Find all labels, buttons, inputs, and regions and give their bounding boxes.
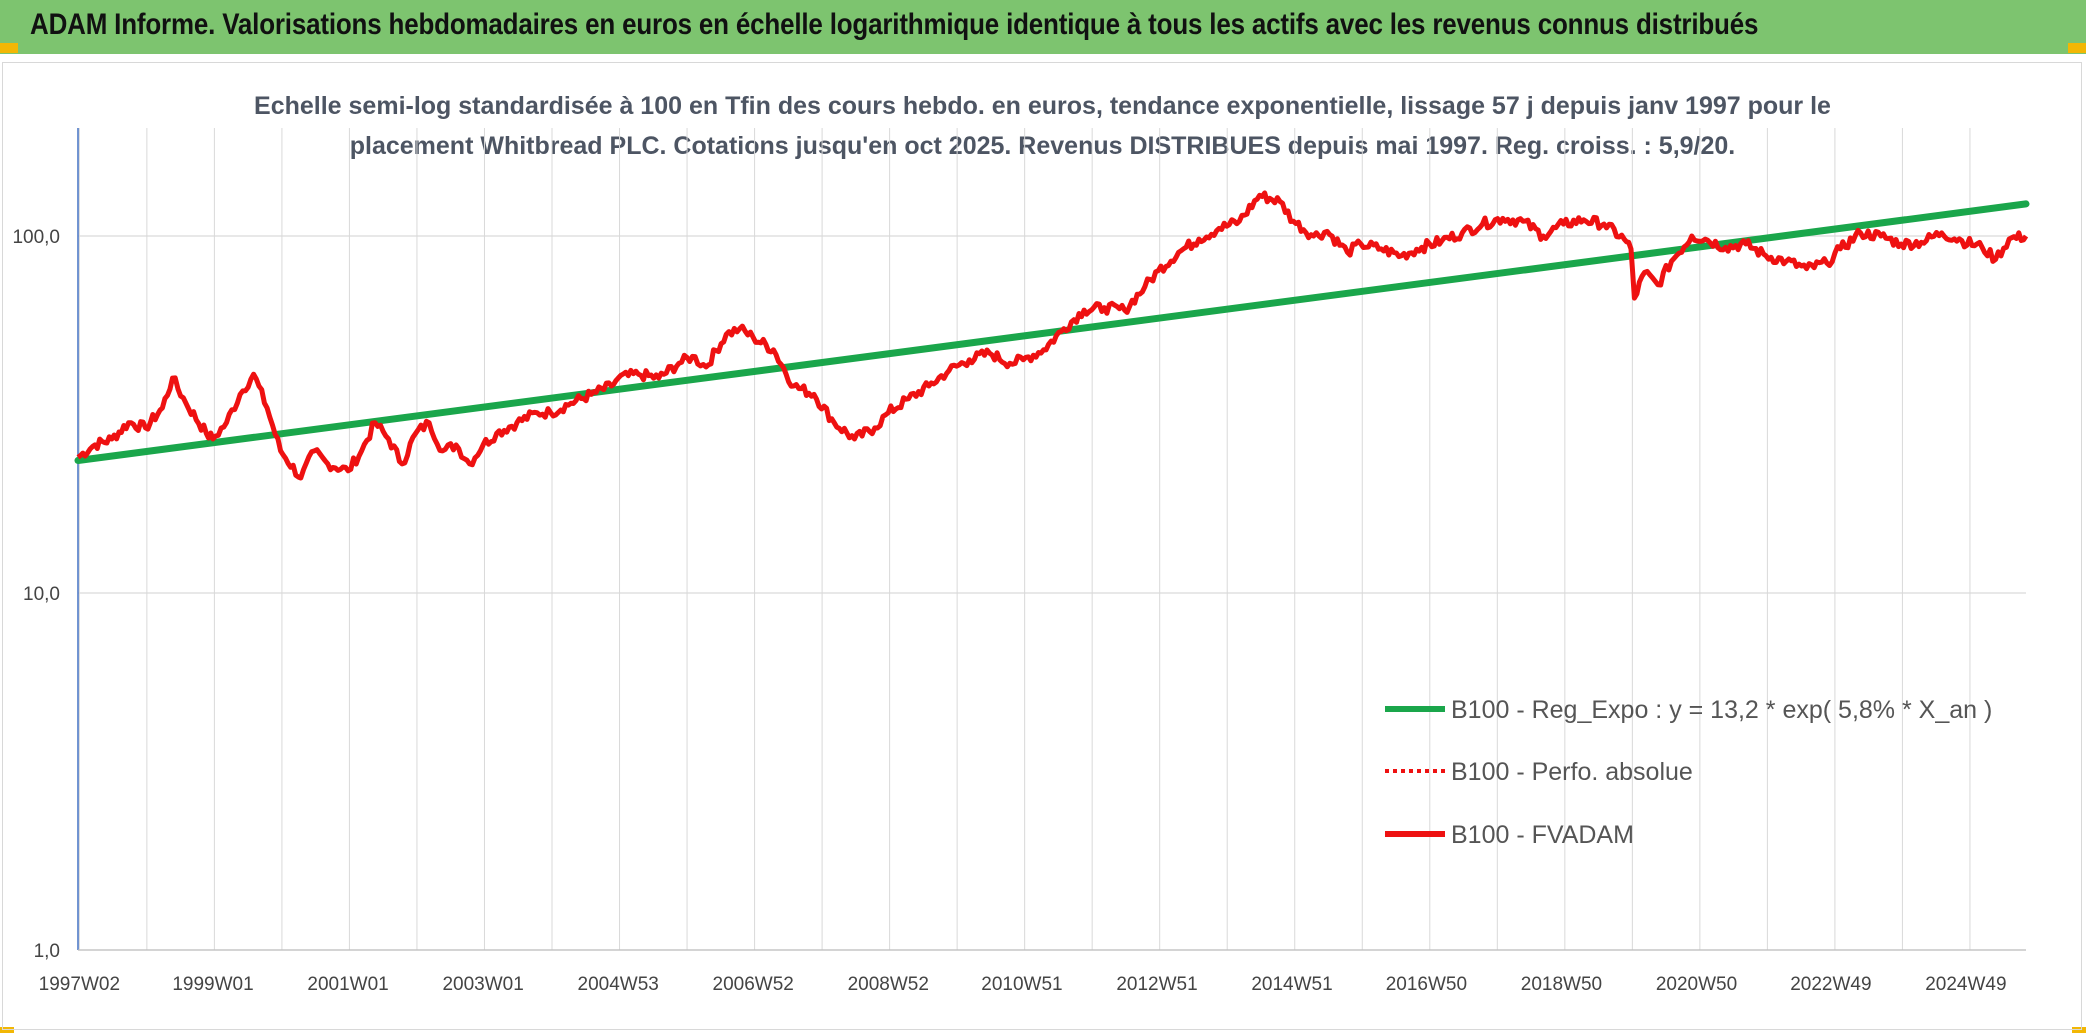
x-tick-label: 2018W50 xyxy=(1521,974,1602,995)
corner-accent-bottom-right xyxy=(2072,1027,2086,1033)
y-tick-label: 100,0 xyxy=(12,227,60,248)
chart-title-line-1: Echelle semi-log standardisée à 100 en T… xyxy=(254,92,1831,120)
report-title: ADAM Informe. Valorisations hebdomadaire… xyxy=(30,8,1759,41)
x-tick-label: 2022W49 xyxy=(1790,974,1871,995)
x-tick-label: 2012W51 xyxy=(1116,974,1197,995)
x-tick-label: 2020W50 xyxy=(1656,974,1737,995)
legend-label: B100 - Perfo. absolue xyxy=(1451,758,1693,786)
legend-label: B100 - Reg_Expo : y = 13,2 * exp( 5,8% *… xyxy=(1451,696,1992,724)
series-line-reg-expo xyxy=(74,200,2030,465)
x-tick-label: 2008W52 xyxy=(848,974,929,995)
corner-accent-right xyxy=(2068,43,2086,53)
y-tick-label: 10,0 xyxy=(23,584,60,605)
x-tick-label: 2006W52 xyxy=(713,974,794,995)
y-tick-label: 1,0 xyxy=(34,941,60,962)
legend-label: B100 - FVADAM xyxy=(1451,821,1634,849)
grid xyxy=(78,128,2026,951)
x-tick-label: 2024W49 xyxy=(1925,974,2006,995)
series xyxy=(74,190,2030,481)
series-line-fvadam xyxy=(76,190,2029,481)
x-tick-label: 2010W51 xyxy=(981,974,1062,995)
x-tick-label: 2004W53 xyxy=(578,974,659,995)
x-tick-label: 2001W01 xyxy=(307,974,388,995)
x-tick-label: 2014W51 xyxy=(1251,974,1332,995)
x-tick-label: 2016W50 xyxy=(1386,974,1467,995)
legend: B100 - Reg_Expo : y = 13,2 * exp( 5,8% *… xyxy=(1385,696,1992,849)
corner-accent-left xyxy=(0,43,18,53)
corner-accent-bottom-left xyxy=(0,1027,14,1033)
chart-title: Echelle semi-log standardisée à 100 en T… xyxy=(60,86,2025,166)
axes: 1,0 10,0 100,0 1997W02 1999W01 2001W01 2003W01… xyxy=(12,128,2026,995)
x-tick-label: 2003W01 xyxy=(442,974,523,995)
x-tick-label: 1999W01 xyxy=(172,974,253,995)
chart-title-line-2: placement Whitbread PLC. Cotations jusqu… xyxy=(349,132,1736,160)
chart-frame xyxy=(2,62,2082,1030)
x-tick-label: 1997W02 xyxy=(39,974,120,995)
report-header: ADAM Informe. Valorisations hebdomadaire… xyxy=(0,0,2086,54)
